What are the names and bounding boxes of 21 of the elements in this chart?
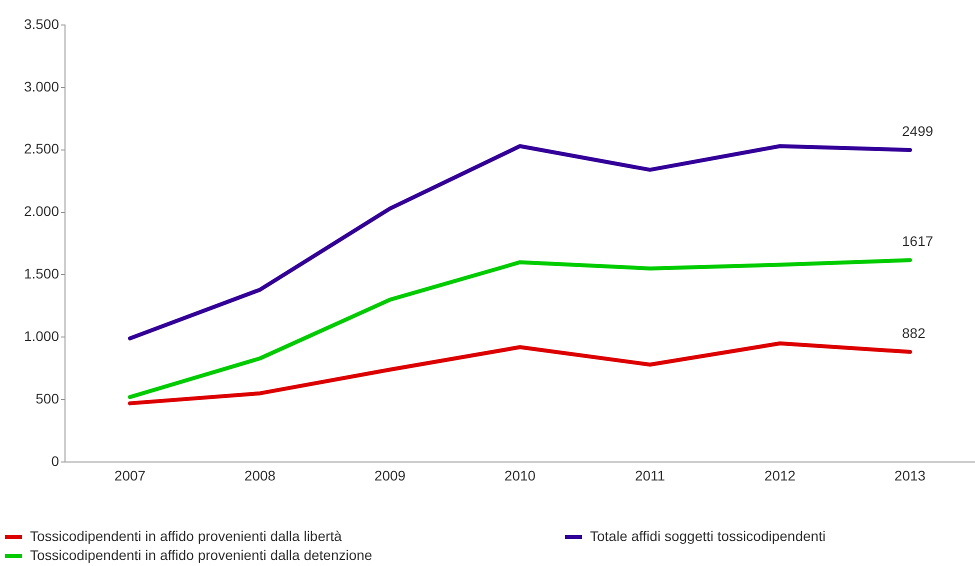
x-tick-label: 2007 (114, 467, 146, 484)
x-tick-label: 2012 (764, 467, 796, 484)
y-tick-label: 0 (51, 452, 60, 469)
y-tick-label: 500 (36, 390, 60, 406)
y-tick-label: 2.500 (24, 140, 60, 157)
x-tick-label: 2010 (504, 467, 536, 484)
y-tick-label: 1.000 (24, 328, 60, 344)
y-tick-label: 1.500 (24, 266, 60, 282)
y-tick-label: 3.000 (24, 78, 60, 94)
legend-label: Totale affidi soggetti tossicodipendenti (590, 527, 826, 546)
y-tick-label: 2.000 (24, 203, 60, 220)
data-label: 1617 (902, 233, 934, 250)
data-label: 882 (902, 324, 926, 341)
legend-label: Tossicodipendenti in affido provenienti dalla libertà (30, 527, 342, 546)
x-tick-label: 2008 (244, 467, 276, 484)
y-tick-label: 3.500 (24, 16, 60, 32)
x-tick-label: 2011 (634, 467, 666, 484)
x-tick-label: 2013 (894, 467, 926, 484)
x-tick-label: 2009 (374, 467, 406, 484)
data-label: 2499 (902, 122, 934, 139)
legend-label: Tossicodipendenti in affido provenienti dalla detenzione (30, 546, 372, 565)
